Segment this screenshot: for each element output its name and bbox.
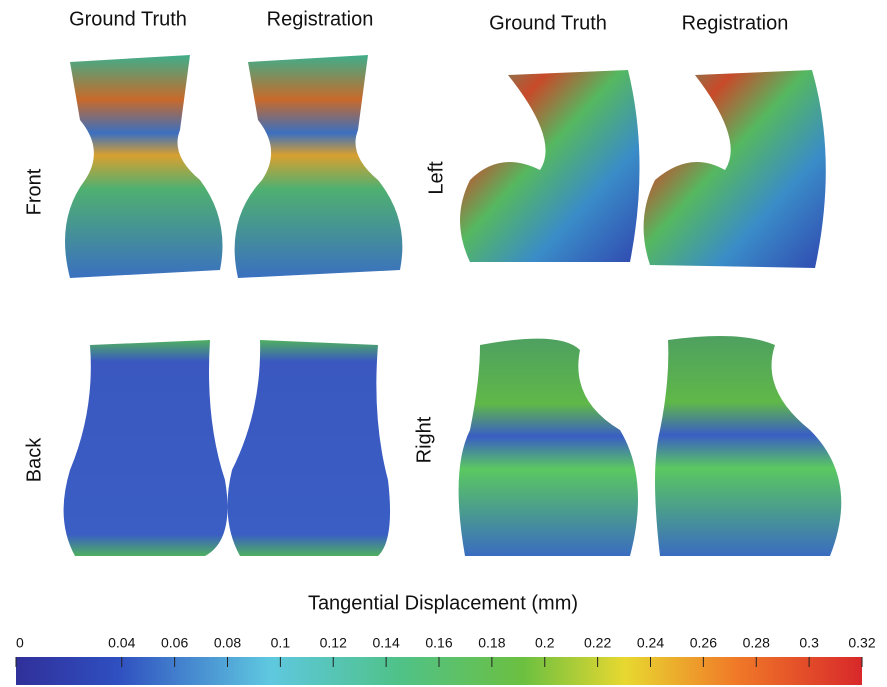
tick-label: 0.3	[799, 635, 819, 651]
tick-label: 0.16	[425, 635, 452, 651]
tick-label: 0.08	[214, 635, 241, 651]
render	[235, 55, 403, 278]
row-label: Front	[23, 168, 45, 215]
row-label: Back	[23, 437, 45, 482]
column-header: Registration	[267, 8, 374, 30]
tick-label: 0.18	[478, 635, 505, 651]
colorbar-title: Tangential Displacement (mm)	[308, 592, 578, 614]
tick-label: 0.14	[373, 635, 400, 651]
figure: Ground Truth Registration Ground Truth R…	[0, 0, 887, 687]
column-header: Ground Truth	[489, 12, 607, 34]
render	[65, 55, 223, 278]
tick-label: 0.06	[161, 635, 188, 651]
tick-label: 0.04	[108, 635, 135, 651]
tick-label: 0.32	[848, 635, 875, 651]
column-header: Ground Truth	[69, 8, 187, 30]
render	[460, 70, 640, 262]
tick-label: 0.1	[271, 635, 291, 651]
render	[228, 340, 391, 556]
row-label: Left	[425, 161, 447, 195]
tick-label: 0	[16, 635, 24, 651]
tick-label: 0.26	[690, 635, 717, 651]
render	[64, 340, 228, 556]
tick-label: 0.12	[320, 635, 347, 651]
tick-label: 0.22	[584, 635, 611, 651]
tick-label: 0.28	[743, 635, 770, 651]
render	[459, 339, 638, 556]
render	[655, 336, 841, 556]
row-label: Right	[413, 416, 435, 463]
tick-label: 0.2	[535, 635, 555, 651]
render	[644, 70, 826, 268]
tick-label: 0.24	[637, 635, 664, 651]
renders	[64, 55, 842, 556]
column-header: Registration	[682, 12, 789, 34]
